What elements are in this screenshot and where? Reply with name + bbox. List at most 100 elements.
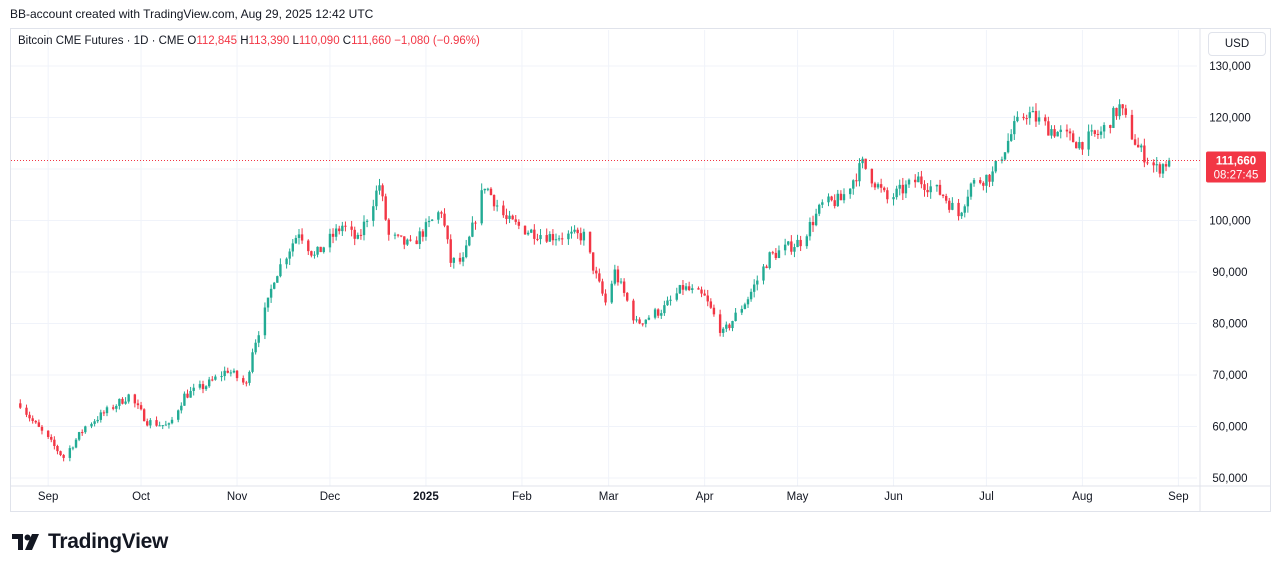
candle-body [591,252,595,271]
candle-body [796,239,799,248]
candle-body [771,252,774,254]
candle-body [139,405,143,410]
legend-high-label: H [240,35,249,47]
candle-body [449,239,452,263]
candle-body [644,319,648,324]
candle-body [263,307,267,336]
candle-body [526,232,530,235]
candle-body [616,269,620,283]
candle-body [146,421,149,426]
candle-body [610,283,613,303]
candle-body [248,371,251,383]
candle-body [626,292,629,301]
candle-body [1161,164,1165,174]
candle-body [71,447,75,449]
legend-close-label: C [342,35,352,47]
candle-body [297,234,301,238]
candle-body [554,239,558,241]
candle-body [1109,125,1112,128]
candle-body [681,285,685,290]
y-tick-label: 60,000 [1212,422,1247,434]
candle-body [855,180,858,182]
candle-body [483,188,486,191]
candle-body [929,186,932,193]
candle-body [641,323,644,325]
candle-body [285,258,288,265]
candle-body [604,293,607,303]
candle-body [647,317,651,320]
candle-body [381,185,384,197]
candle-body [77,432,81,440]
candle-body [81,432,84,434]
candle-body [660,313,663,316]
candle-body [495,205,499,207]
candle-body [424,222,428,237]
candle-body [418,231,421,245]
y-tick-label: 50,000 [1212,473,1247,485]
candle-body [177,410,180,420]
candle-body [124,401,127,404]
candle-body [904,184,908,194]
candle-body [938,184,942,195]
candle-body [375,190,378,207]
candle-body [1068,131,1072,134]
x-tick-label: Feb [512,491,532,503]
candle-body [886,190,889,200]
candle-body [551,234,555,241]
candle-body [409,239,412,241]
candle-body [1047,121,1050,136]
candle-body [242,378,245,383]
candle-body [1130,114,1134,140]
candle-body [505,215,508,219]
candle-body [827,196,830,203]
candle-body [96,419,99,422]
candle-body [93,421,96,424]
candle-body [728,324,731,329]
candle-body [486,188,490,190]
candle-body [319,246,322,253]
candle-body [873,183,877,188]
candle-body [28,414,31,419]
candle-body [99,412,103,420]
candle-body [183,393,186,406]
candle-body [127,394,130,402]
x-tick-label: Nov [227,491,248,503]
candle-body [34,420,37,423]
candle-body [923,184,926,190]
candle-body [1022,116,1025,119]
candle-body [746,299,750,305]
candle-body [697,288,700,290]
candle-body [207,379,211,387]
candle-body [941,194,945,197]
candle-body [334,228,338,237]
currency-button[interactable]: USD [1208,32,1266,56]
candle-body [1093,130,1097,134]
candle-body [133,394,137,404]
legend-symbol: Bitcoin CME Futures · 1D · CME [18,35,185,47]
candle-body [1071,133,1075,143]
candle-body [198,384,202,388]
candle-body [517,221,521,226]
candle-body [1152,162,1155,166]
candle-body [700,289,703,294]
candle-body [372,206,375,221]
candle-body [988,174,991,182]
candle-body [245,382,248,384]
candle-body [972,180,976,184]
candle-body [876,184,880,188]
candle-body [353,229,356,239]
candle-body [387,219,390,235]
candle-body [539,235,542,240]
legend-change: −1,080 (−0.96%) [394,35,480,47]
candle-body [883,187,886,191]
candle-body [765,266,768,269]
candle-body [220,376,223,378]
tradingview-logo[interactable]: TradingView [12,530,168,554]
candle-body [595,270,598,274]
candle-body [1006,140,1010,153]
candle-body [461,257,465,262]
candle-body [852,180,855,189]
candle-body [821,202,824,205]
candle-body [254,342,257,353]
